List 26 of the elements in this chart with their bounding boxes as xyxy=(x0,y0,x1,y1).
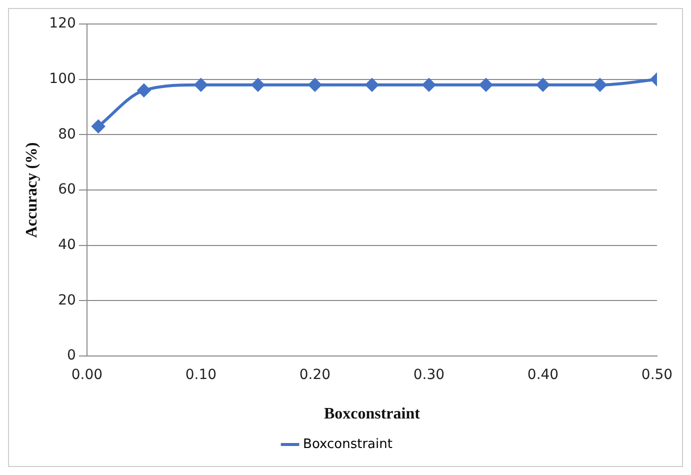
y-tick-label: 120 xyxy=(49,16,76,32)
legend-label: Boxconstraint xyxy=(303,436,392,452)
x-tick-label: 0.50 xyxy=(641,367,673,384)
x-axis-title: Boxconstraint xyxy=(324,406,421,423)
y-tick-label: 60 xyxy=(58,182,76,198)
point xyxy=(92,120,105,133)
y-axis-title: Accuracy (%) xyxy=(24,142,41,238)
x-tick-label: 0.20 xyxy=(299,367,331,384)
point xyxy=(536,78,550,92)
x-tick-label: 0.00 xyxy=(71,367,103,384)
y-tick-label: 80 xyxy=(58,126,76,142)
point xyxy=(479,78,492,92)
y-tick-label: 20 xyxy=(58,292,76,308)
point xyxy=(194,78,208,92)
point xyxy=(251,78,264,92)
point xyxy=(365,78,378,92)
y-tick-label: 0 xyxy=(67,348,76,364)
y-tick-label: 40 xyxy=(58,236,76,253)
point xyxy=(422,78,436,92)
x-tick-label: 0.10 xyxy=(185,367,217,384)
x-tick-label: 0.40 xyxy=(527,367,559,384)
point xyxy=(593,78,606,92)
y-tick-label: 100 xyxy=(49,70,76,87)
point xyxy=(308,78,322,92)
x-tick-label: 0.30 xyxy=(413,367,445,384)
point xyxy=(137,84,150,97)
